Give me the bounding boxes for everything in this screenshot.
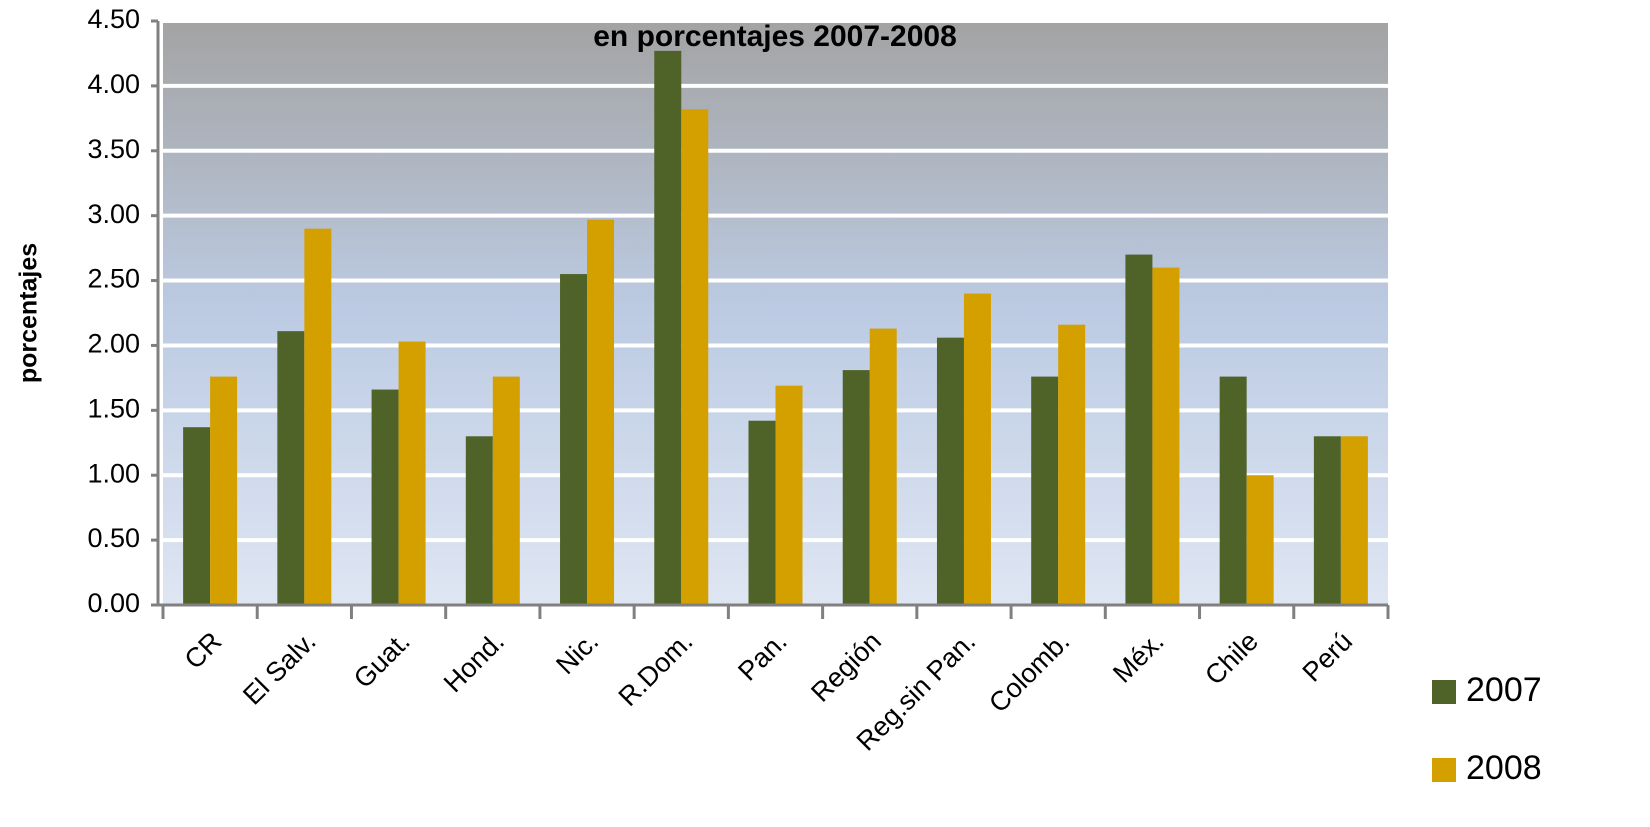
legend-label: 2007 <box>1466 671 1542 709</box>
x-tick-label: Nic. <box>550 626 604 680</box>
x-tick-label: R.Dom. <box>613 626 699 712</box>
bar <box>1031 376 1059 605</box>
bar <box>587 219 615 605</box>
bar <box>775 385 803 605</box>
bar <box>1219 376 1247 605</box>
bar <box>842 370 870 605</box>
bar <box>371 389 399 605</box>
bar <box>748 420 776 605</box>
bar <box>963 293 991 605</box>
y-tick-label: 1.50 <box>87 393 140 423</box>
y-tick-label: 0.50 <box>87 523 140 553</box>
x-tick-label: Perú <box>1297 626 1359 688</box>
x-tick-label: Colomb. <box>983 626 1075 718</box>
x-tick-label: Guat. <box>348 626 416 694</box>
y-tick-label: 3.00 <box>87 199 140 229</box>
bar <box>1340 436 1368 605</box>
bar <box>277 331 305 605</box>
legend-swatch <box>1432 680 1456 704</box>
bar <box>681 109 709 605</box>
bar <box>210 376 238 605</box>
bar <box>398 341 426 605</box>
y-tick-label: 0.00 <box>87 588 140 618</box>
bar <box>936 337 964 605</box>
bar <box>869 328 897 605</box>
y-axis-label: porcentajes <box>15 243 43 383</box>
bar <box>654 50 682 606</box>
bar <box>560 274 588 605</box>
bar <box>1313 436 1341 605</box>
bar <box>1246 475 1274 605</box>
x-tick-label: Hond. <box>438 626 510 698</box>
bar <box>1152 267 1180 605</box>
x-tick-label: CR <box>179 626 228 675</box>
x-tick-label: Méx. <box>1107 626 1170 689</box>
x-tick-label: El Salv. <box>237 626 322 711</box>
bar <box>1058 324 1086 605</box>
y-tick-label: 3.50 <box>87 134 140 164</box>
bar <box>465 436 493 605</box>
x-tick-label: Pan. <box>732 626 792 686</box>
x-tick-label: Región <box>805 626 887 708</box>
bar <box>1125 254 1153 605</box>
bar <box>492 376 520 605</box>
y-tick-label: 2.00 <box>87 329 140 359</box>
y-tick-label: 1.00 <box>87 458 140 488</box>
y-tick-label: 4.50 <box>87 4 140 34</box>
x-tick-label: Chile <box>1199 626 1264 691</box>
legend-swatch <box>1432 758 1456 782</box>
y-tick-label: 4.00 <box>87 69 140 99</box>
legend-label: 2008 <box>1466 749 1542 787</box>
bar <box>304 228 332 605</box>
y-tick-label: 2.50 <box>87 264 140 294</box>
bar <box>183 427 211 605</box>
chart-title: en porcentajes 2007-2008 <box>593 20 957 53</box>
